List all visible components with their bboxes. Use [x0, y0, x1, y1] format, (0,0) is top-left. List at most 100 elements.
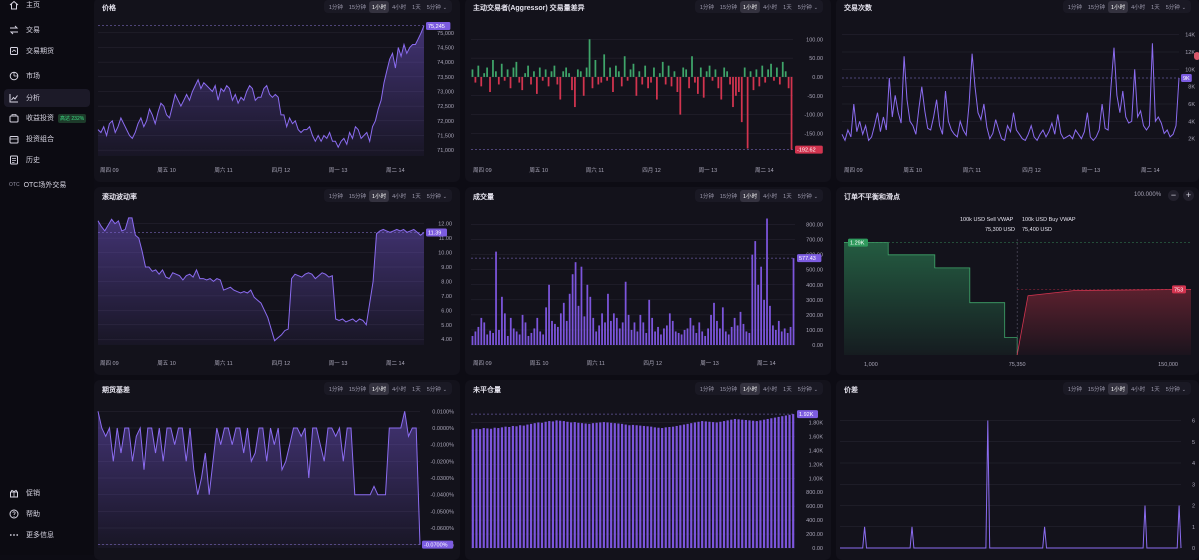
timeframe-option[interactable]: 1分钟: [1067, 4, 1082, 11]
bar: [584, 423, 587, 548]
bar: [628, 425, 631, 548]
bar: [620, 423, 624, 548]
bar: [635, 425, 638, 548]
x-tick-label: 周一 13: [329, 167, 348, 174]
timeframe-option[interactable]: 4小时: [1131, 4, 1146, 11]
timeframe-option[interactable]: 15分钟: [348, 4, 367, 11]
timeframe-option[interactable]: 4小时: [763, 193, 778, 200]
timeframe-option[interactable]: 1分钟: [1067, 386, 1082, 393]
x-tick-label: 150,000: [1158, 362, 1178, 368]
bar: [772, 325, 774, 345]
bar: [624, 281, 627, 345]
sidebar-item-home[interactable]: 主页: [4, 0, 90, 14]
sidebar-item-trade[interactable]: 交易: [4, 21, 90, 39]
timeframe-option[interactable]: 15分钟: [719, 193, 738, 200]
bar: [599, 422, 602, 548]
timeframe-option[interactable]: 4小时: [392, 4, 407, 11]
timeframe-option[interactable]: 15分钟: [348, 193, 367, 200]
bar: [696, 76, 699, 94]
bar: [544, 421, 547, 548]
timeframe-option[interactable]: 1小时: [369, 189, 390, 202]
bar: [566, 421, 569, 548]
timeframe-option[interactable]: 1天: [783, 4, 792, 11]
edge-handle[interactable]: [1194, 52, 1199, 60]
timeframe-option[interactable]: 1分钟: [699, 386, 714, 393]
timeframe-option[interactable]: 1小时: [1108, 382, 1129, 395]
bar: [597, 76, 600, 85]
timeframe-option[interactable]: 1天: [412, 4, 421, 11]
more-icon: [9, 530, 19, 540]
timeframe-option[interactable]: 4小时: [763, 386, 778, 393]
bar: [653, 427, 656, 548]
bar: [568, 293, 571, 345]
timeframe-option[interactable]: 1分钟: [699, 4, 714, 11]
timeframe-option[interactable]: 1天: [783, 386, 792, 393]
timeframe-option[interactable]: 1分钟: [328, 193, 343, 200]
timeframe-option[interactable]: 4小时: [392, 193, 407, 200]
bar: [483, 73, 486, 77]
bar: [752, 420, 755, 548]
zoom-out-button[interactable]: −: [1168, 190, 1179, 201]
timeframe-dropdown[interactable]: 5分钟 ⌄: [426, 4, 447, 11]
basis-panel: 期货基差 1分钟 15分钟 1小时 4小时 1天 5分钟 ⌄ 0.0100% 0.0000% -…: [94, 380, 460, 560]
timeframe-option[interactable]: 1天: [412, 386, 421, 393]
bar: [509, 317, 512, 345]
sidebar-item-market[interactable]: 市场: [4, 67, 90, 85]
timeframe-option[interactable]: 15分钟: [719, 386, 738, 393]
timeframe-option[interactable]: 1分钟: [699, 193, 714, 200]
bar: [511, 425, 514, 548]
chevron-down-icon: ⌄: [442, 386, 447, 393]
bar: [557, 326, 559, 345]
sidebar-item-promotions[interactable]: 促销: [4, 484, 90, 502]
bar: [477, 326, 480, 345]
sidebar-item-help[interactable]: 帮助: [4, 505, 90, 523]
timeframe-option[interactable]: 1小时: [369, 0, 390, 13]
sidebar-item-more[interactable]: 更多信息: [4, 526, 90, 544]
timeframe-option[interactable]: 1分钟: [328, 386, 343, 393]
timeframe-dropdown[interactable]: 5分钟 ⌄: [1165, 4, 1186, 11]
timeframe-option[interactable]: 1天: [1151, 386, 1160, 393]
timeframe-option[interactable]: 15分钟: [348, 386, 367, 393]
chevron-down-icon: ⌄: [1181, 4, 1186, 11]
timeframe-option[interactable]: 1天: [1151, 4, 1160, 11]
timeframe-dropdown[interactable]: 5分钟 ⌄: [797, 386, 818, 393]
bar: [686, 423, 689, 548]
panel-title: 成交量: [473, 194, 494, 201]
bar: [588, 423, 591, 548]
bar: [673, 71, 676, 77]
timeframe-option[interactable]: 1小时: [740, 189, 761, 202]
timeframe-option[interactable]: 1小时: [740, 0, 761, 13]
sidebar-item-history[interactable]: 历史: [4, 151, 90, 169]
sidebar-item-otc[interactable]: OTC OTC场外交易: [4, 176, 90, 194]
timeframe-option[interactable]: 1小时: [369, 382, 390, 395]
bar: [574, 76, 576, 108]
ask-depth-line: [1016, 289, 1192, 356]
sidebar-item-earn[interactable]: 收益投资 高达 232%: [4, 109, 90, 127]
bar: [727, 334, 730, 345]
sidebar-item-portfolio[interactable]: 投资组合: [4, 130, 90, 148]
series-line: [840, 420, 1182, 549]
timeframe-dropdown[interactable]: 5分钟 ⌄: [426, 386, 447, 393]
timeframe-dropdown[interactable]: 5分钟 ⌄: [1165, 386, 1186, 393]
timeframe-option[interactable]: 15分钟: [1087, 4, 1106, 11]
timeframe-option[interactable]: 1分钟: [328, 4, 343, 11]
timeframe-dropdown[interactable]: 5分钟 ⌄: [797, 4, 818, 11]
bar: [522, 425, 525, 548]
timeframe-option[interactable]: 15分钟: [719, 4, 738, 11]
timeframe-option[interactable]: 1小时: [1108, 0, 1129, 13]
last-value-tag: [797, 410, 818, 419]
timeframe-option[interactable]: 4小时: [1131, 386, 1146, 393]
timeframe-option[interactable]: 4小时: [392, 386, 407, 393]
zoom-in-button[interactable]: +: [1183, 190, 1194, 201]
timeframe-option[interactable]: 1小时: [740, 382, 761, 395]
timeframe-dropdown[interactable]: 5分钟 ⌄: [797, 193, 818, 200]
y-tick-label: 0.00: [812, 343, 823, 349]
timeframe-option[interactable]: 1天: [783, 193, 792, 200]
timeframe-option[interactable]: 4小时: [763, 4, 778, 11]
timeframe-option[interactable]: 15分钟: [1087, 386, 1106, 393]
sidebar-item-futures[interactable]: 交易期货: [4, 42, 90, 60]
sidebar-item-analytics[interactable]: 分析: [4, 89, 90, 107]
timeframe-option[interactable]: 1天: [412, 193, 421, 200]
timeframe-dropdown[interactable]: 5分钟 ⌄: [426, 193, 447, 200]
bar: [664, 427, 667, 548]
